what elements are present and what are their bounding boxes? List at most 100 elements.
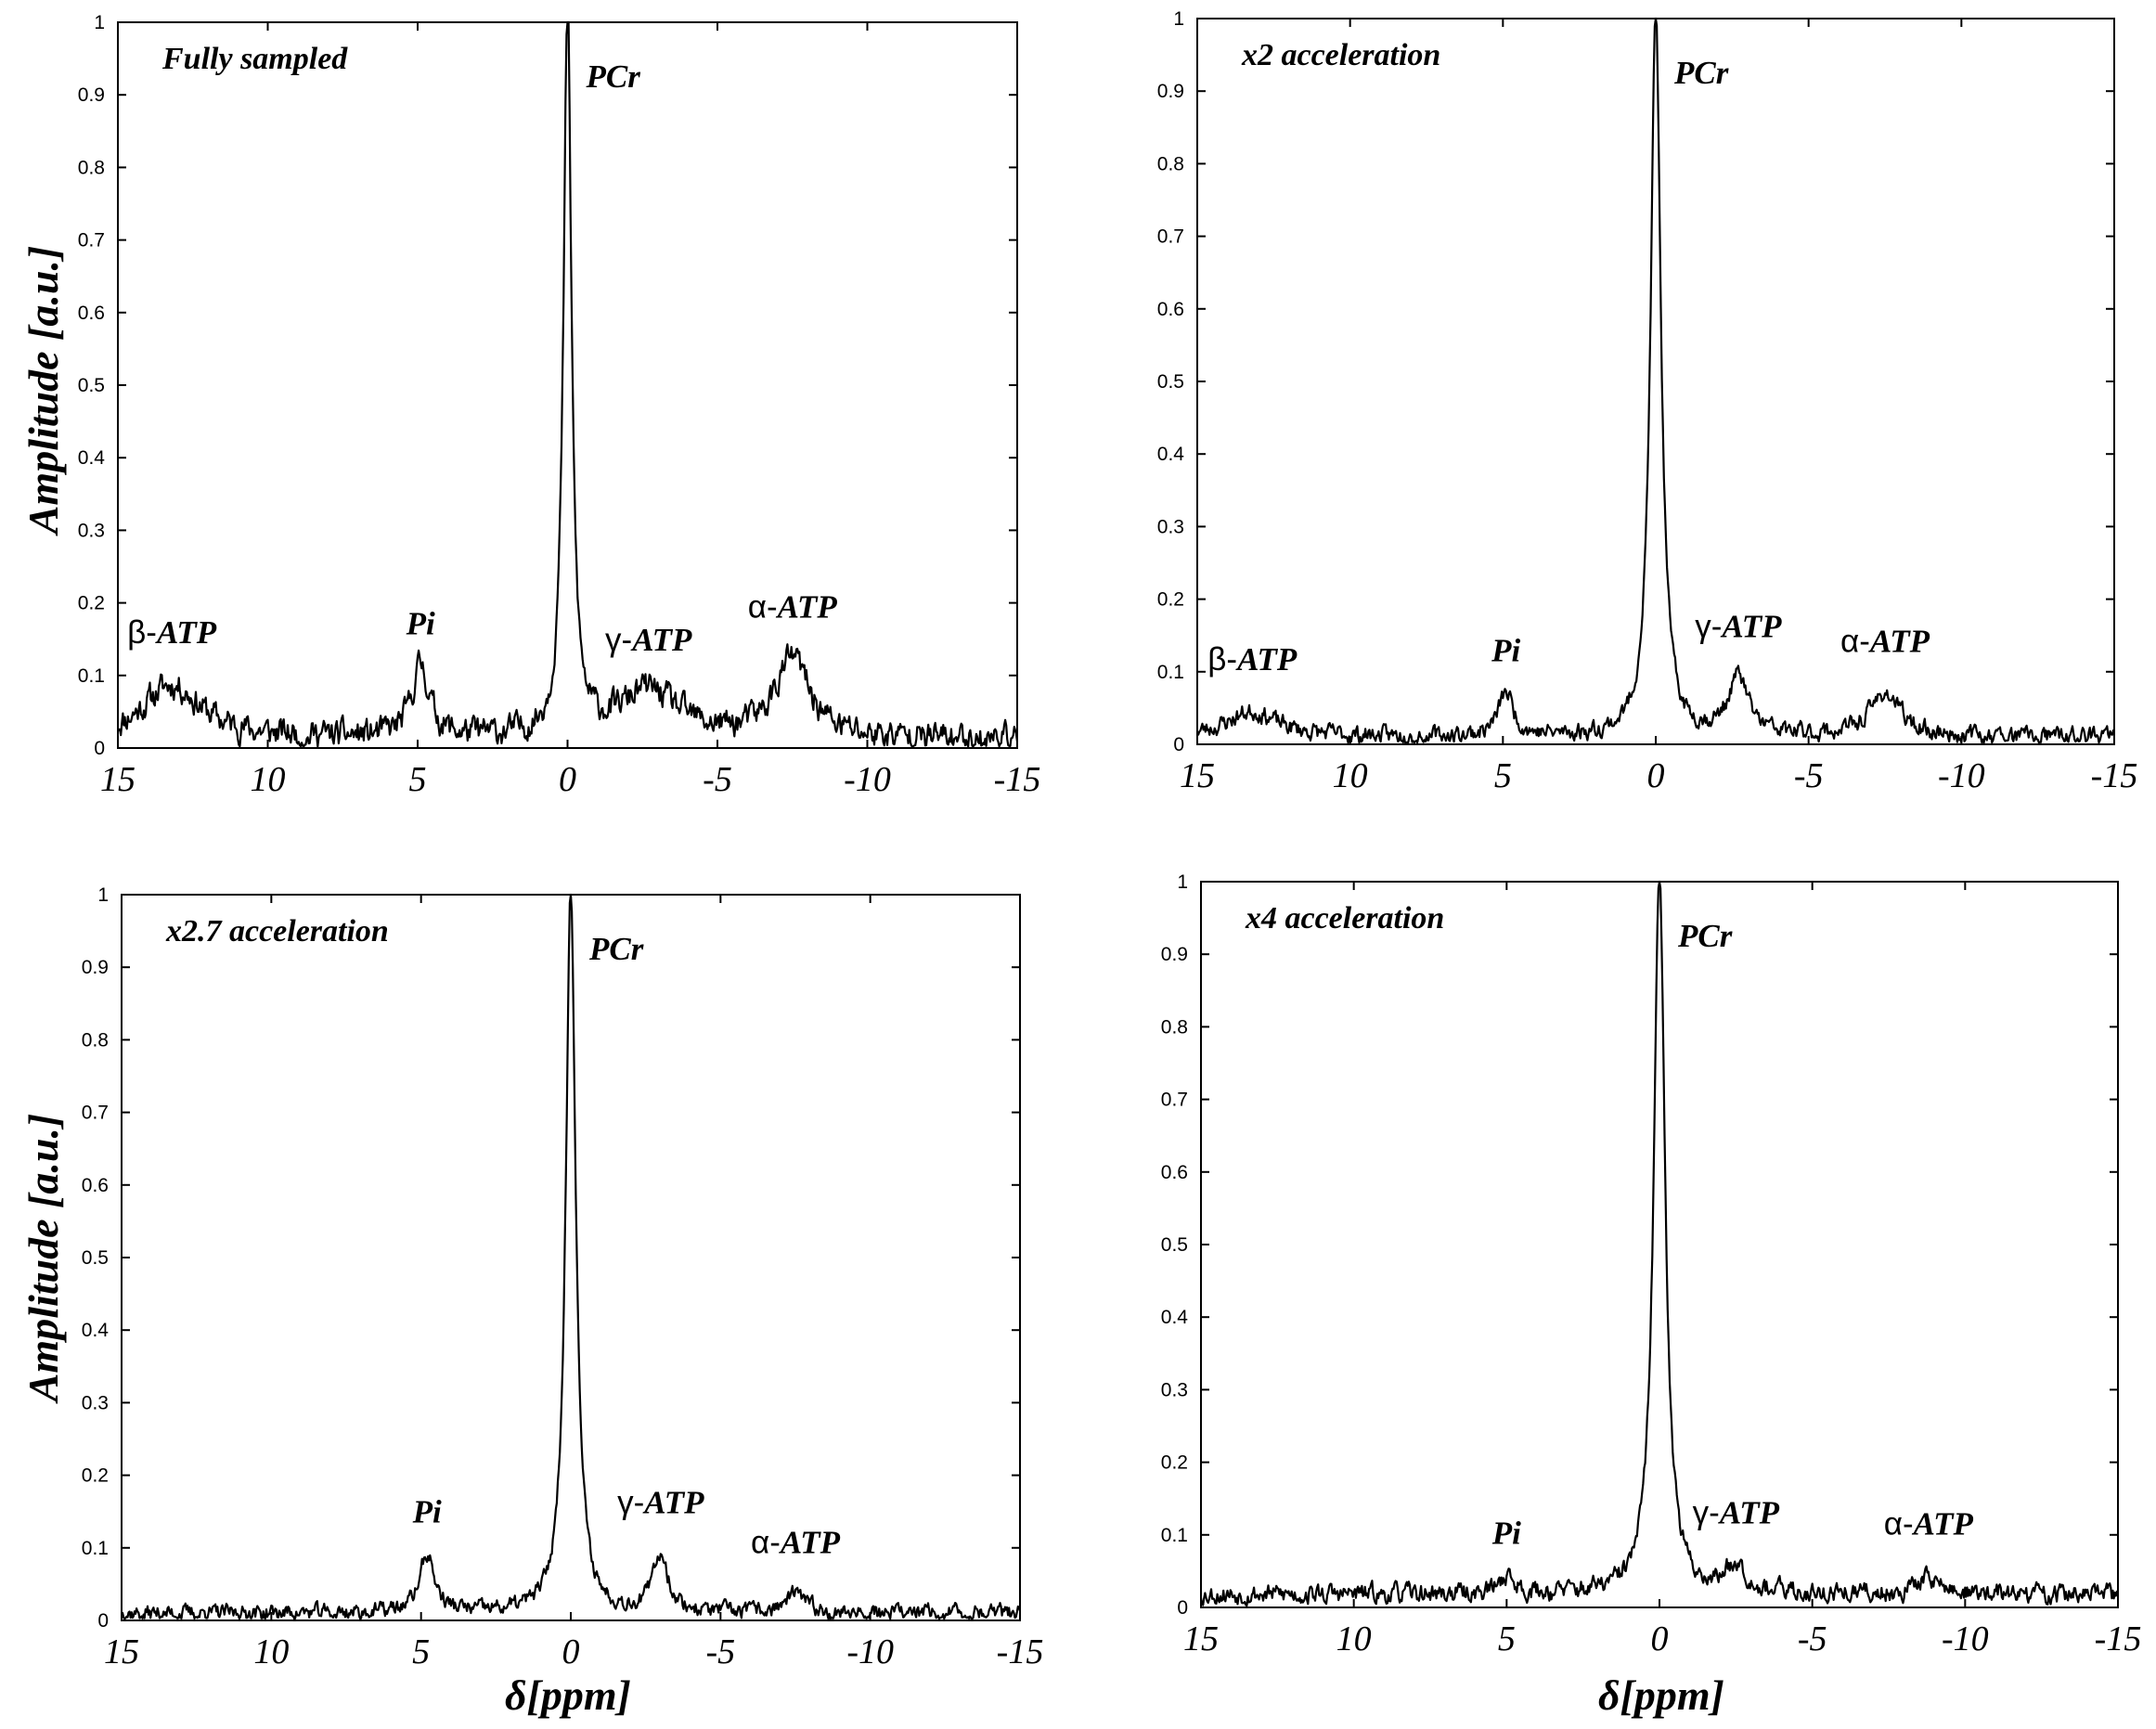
y-tick-label: 0.4 bbox=[1157, 444, 1185, 465]
x-tick-label: -15 bbox=[997, 1632, 1044, 1671]
y-axis-title-top: Amplitude [a.u.] bbox=[19, 246, 67, 537]
peak-label-name: ATP bbox=[1718, 1495, 1780, 1531]
y-tick-label: 0.2 bbox=[1157, 589, 1184, 611]
x-tick-label: 0 bbox=[1647, 756, 1665, 795]
y-tick-label: 0.7 bbox=[1161, 1090, 1188, 1111]
peak-label: Pi bbox=[1491, 632, 1520, 668]
peak-label-prefix: γ- bbox=[1695, 609, 1722, 645]
y-tick-label: 0.8 bbox=[82, 1029, 109, 1051]
panel-title: x2 acceleration bbox=[1241, 38, 1440, 72]
peak-label-prefix: α- bbox=[751, 1525, 781, 1561]
peak-label-name: PCr bbox=[1673, 55, 1729, 91]
panel-title: x2.7 acceleration bbox=[165, 914, 389, 948]
y-tick-label: 0.6 bbox=[82, 1175, 109, 1196]
x-tick-label: 10 bbox=[1333, 756, 1368, 795]
x-tick-label: 15 bbox=[1180, 756, 1215, 795]
y-tick-label: 0 bbox=[1173, 734, 1184, 755]
y-tick-label: 0.3 bbox=[1157, 516, 1184, 537]
x-tick-label: -5 bbox=[1794, 756, 1824, 795]
y-tick-label: 0.8 bbox=[1157, 153, 1184, 174]
y-tick-label: 0.5 bbox=[82, 1247, 109, 1269]
panel-title: Fully sampled bbox=[161, 42, 348, 76]
x-tick-label: -5 bbox=[706, 1632, 736, 1671]
plot-frame bbox=[1201, 882, 2118, 1607]
x-tick-label: 5 bbox=[412, 1632, 430, 1671]
y-tick-label: 0.6 bbox=[1161, 1162, 1188, 1183]
y-tick-label: 0.2 bbox=[82, 1465, 109, 1487]
x-tick-label: -10 bbox=[1942, 1619, 1989, 1658]
peak-label-prefix: β- bbox=[127, 614, 157, 651]
peak-label-name: Pi bbox=[1491, 1515, 1521, 1551]
x-tick-label: -5 bbox=[1798, 1619, 1827, 1658]
spectrum-line bbox=[122, 895, 1020, 1619]
peak-label-name: PCr bbox=[588, 931, 644, 967]
peak-label: PCr bbox=[586, 58, 641, 95]
peak-label-name: ATP bbox=[776, 589, 838, 626]
x-tick-label: 15 bbox=[1183, 1619, 1219, 1658]
panel-3: 0 0.1 0.2 0.3 0.4 0.5 0.6 0.7 0.8 0.9 1 15 10 5 0 -5 -10… bbox=[82, 884, 1044, 1671]
peak-label: γ-ATP bbox=[605, 622, 692, 658]
x-tick-label: 5 bbox=[1498, 1619, 1516, 1658]
x-tick-label: 0 bbox=[559, 760, 576, 799]
peak-label-name: ATP bbox=[155, 614, 217, 651]
y-tick-label: 0.1 bbox=[1161, 1525, 1188, 1546]
peak-label-name: Pi bbox=[412, 1494, 442, 1530]
x-tick-label: -10 bbox=[844, 760, 891, 799]
x-tick-label: 0 bbox=[1651, 1619, 1669, 1658]
peak-label-name: ATP bbox=[1912, 1505, 1974, 1542]
peak-label-name: PCr bbox=[586, 58, 641, 95]
x-tick-label: -5 bbox=[703, 760, 732, 799]
x-tick-label: -10 bbox=[1938, 756, 1985, 795]
peak-label-prefix: β- bbox=[1207, 641, 1237, 677]
panel-title: x4 acceleration bbox=[1245, 901, 1444, 935]
peak-label-prefix: γ- bbox=[1693, 1495, 1720, 1531]
peak-label-name: PCr bbox=[1677, 918, 1733, 954]
peak-label: γ-ATP bbox=[1695, 609, 1782, 645]
y-tick-label: 0.3 bbox=[1161, 1379, 1188, 1400]
x-tick-label: 5 bbox=[409, 760, 427, 799]
peak-label-prefix: α- bbox=[1840, 623, 1870, 659]
y-tick-label: 0.7 bbox=[82, 1103, 109, 1124]
y-tick-label: 0.5 bbox=[1157, 371, 1184, 393]
y-tick-label: 0.4 bbox=[78, 447, 106, 469]
y-tick-label: 0.1 bbox=[1157, 662, 1184, 683]
x-tick-label: 5 bbox=[1494, 756, 1512, 795]
x-tick-label: 15 bbox=[104, 1632, 139, 1671]
panel-2: 0 0.1 0.2 0.3 0.4 0.5 0.6 0.7 0.8 0.9 1 15 10 5 0 -5 -10… bbox=[1157, 8, 2138, 795]
peak-label: PCr bbox=[588, 931, 644, 967]
y-tick-label: 0.5 bbox=[78, 375, 105, 396]
x-axis-title-left: δ[ppm] bbox=[505, 1671, 631, 1719]
y-tick-label: 0.3 bbox=[78, 520, 105, 541]
y-tick-label: 0 bbox=[1177, 1597, 1188, 1619]
y-tick-label: 0.3 bbox=[82, 1392, 109, 1413]
x-tick-label: -15 bbox=[2095, 1619, 2142, 1658]
y-axis-title-bottom: Amplitude [a.u.] bbox=[19, 1114, 67, 1405]
y-tick-label: 0.8 bbox=[78, 157, 105, 178]
y-tick-label: 1 bbox=[1173, 8, 1184, 30]
panel-1: 0 0.1 0.2 0.3 0.4 0.5 0.6 0.7 0.8 0.9 1 15 10 5 0 -5 -10… bbox=[78, 12, 1041, 799]
y-tick-label: 0 bbox=[97, 1610, 109, 1632]
peak-label: α-ATP bbox=[751, 1525, 841, 1561]
x-tick-label: 0 bbox=[562, 1632, 580, 1671]
y-tick-label: 0.1 bbox=[78, 665, 105, 687]
x-tick-label: -10 bbox=[846, 1632, 894, 1671]
y-tick-label: 0.7 bbox=[1157, 226, 1184, 248]
peak-label-name: ATP bbox=[630, 622, 692, 658]
y-tick-label: 0.4 bbox=[82, 1320, 110, 1341]
x-tick-label: 10 bbox=[253, 1632, 289, 1671]
peak-label-name: ATP bbox=[1720, 609, 1782, 645]
y-tick-label: 0.9 bbox=[78, 84, 105, 106]
y-tick-label: 1 bbox=[94, 12, 105, 33]
x-tick-label: -15 bbox=[2091, 756, 2138, 795]
y-tick-label: 0.8 bbox=[1161, 1016, 1188, 1038]
peak-label-name: Pi bbox=[1491, 632, 1520, 668]
peak-label-name: ATP bbox=[1235, 641, 1297, 677]
peak-label: PCr bbox=[1673, 55, 1729, 91]
peak-label-prefix: α- bbox=[748, 589, 778, 626]
peak-label-prefix: γ- bbox=[617, 1485, 644, 1521]
y-tick-label: 0.9 bbox=[82, 957, 109, 978]
y-tick-label: 0.1 bbox=[82, 1538, 109, 1559]
peak-label: α-ATP bbox=[1884, 1505, 1974, 1542]
x-tick-label: 15 bbox=[100, 760, 136, 799]
